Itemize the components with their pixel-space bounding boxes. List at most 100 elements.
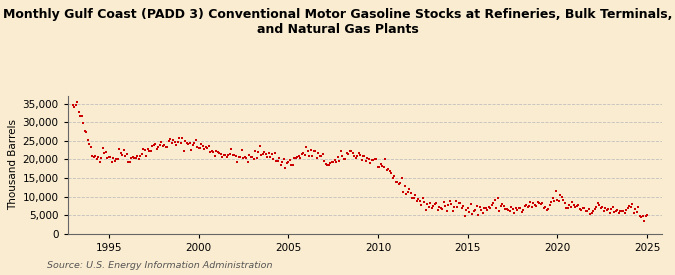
Point [310, 148, 321, 153]
Point [568, 203, 579, 207]
Point [84, 142, 95, 147]
Point [322, 163, 333, 167]
Point [489, 198, 500, 202]
Point [530, 203, 541, 208]
Point [373, 165, 383, 169]
Point [495, 204, 506, 208]
Point [574, 206, 585, 211]
Point [136, 152, 147, 156]
Point [68, 103, 78, 107]
Point [139, 148, 150, 153]
Point [492, 196, 503, 201]
Point [362, 156, 373, 161]
Point [169, 139, 180, 144]
Point [446, 202, 456, 206]
Point [72, 100, 83, 104]
Point [284, 158, 295, 162]
Point [580, 209, 591, 213]
Point [535, 202, 546, 206]
Point [619, 211, 630, 215]
Point [604, 211, 615, 215]
Point [606, 207, 617, 212]
Point [165, 137, 176, 141]
Point [594, 203, 605, 207]
Point [524, 203, 535, 208]
Point [316, 154, 327, 158]
Point [160, 145, 171, 150]
Point [573, 203, 584, 207]
Point [129, 156, 140, 161]
Point [589, 207, 600, 211]
Point [269, 151, 280, 155]
Point [194, 145, 205, 150]
Point [225, 151, 236, 156]
Point [153, 145, 163, 149]
Point [354, 153, 365, 157]
Point [514, 206, 525, 210]
Point [636, 214, 647, 219]
Point [141, 154, 152, 158]
Point [251, 156, 262, 161]
Point [570, 205, 580, 210]
Point [278, 157, 289, 161]
Point [219, 153, 230, 157]
Point [323, 163, 334, 167]
Point [112, 156, 123, 161]
Point [105, 155, 115, 159]
Point [263, 151, 274, 155]
Point [145, 149, 156, 153]
Point [146, 144, 157, 149]
Point [223, 153, 234, 157]
Point [406, 191, 416, 195]
Point [634, 214, 645, 218]
Point [350, 156, 361, 161]
Point [371, 157, 382, 162]
Point [230, 154, 241, 158]
Point [327, 160, 338, 164]
Point [273, 158, 284, 163]
Point [443, 203, 454, 207]
Point [534, 201, 545, 205]
Point [292, 155, 302, 159]
Point [498, 204, 509, 208]
Point [118, 147, 129, 152]
Point [70, 103, 81, 107]
Point [444, 199, 455, 204]
Point [352, 154, 362, 158]
Point [576, 208, 587, 212]
Point [464, 210, 475, 214]
Point [437, 207, 448, 211]
Point [130, 156, 141, 160]
Point [157, 144, 168, 148]
Point [588, 209, 599, 213]
Point [556, 195, 567, 200]
Point [470, 208, 481, 212]
Point [343, 152, 354, 156]
Point [232, 160, 243, 164]
Point [429, 202, 440, 206]
Point [395, 181, 406, 186]
Point [543, 207, 554, 211]
Point [491, 206, 502, 211]
Point [265, 155, 275, 160]
Point [468, 209, 479, 213]
Point [422, 202, 433, 206]
Point [178, 148, 189, 153]
Y-axis label: Thousand Barrels: Thousand Barrels [8, 120, 18, 210]
Point [485, 205, 495, 210]
Point [555, 192, 566, 197]
Point [220, 153, 231, 157]
Point [235, 155, 246, 159]
Point [472, 213, 483, 217]
Point [196, 142, 207, 146]
Point [598, 208, 609, 213]
Point [367, 157, 377, 162]
Point [353, 150, 364, 155]
Point [319, 159, 329, 164]
Point [360, 159, 371, 163]
Point [398, 190, 409, 194]
Point [471, 204, 482, 208]
Point [337, 154, 348, 158]
Point [262, 155, 273, 160]
Point [431, 201, 441, 205]
